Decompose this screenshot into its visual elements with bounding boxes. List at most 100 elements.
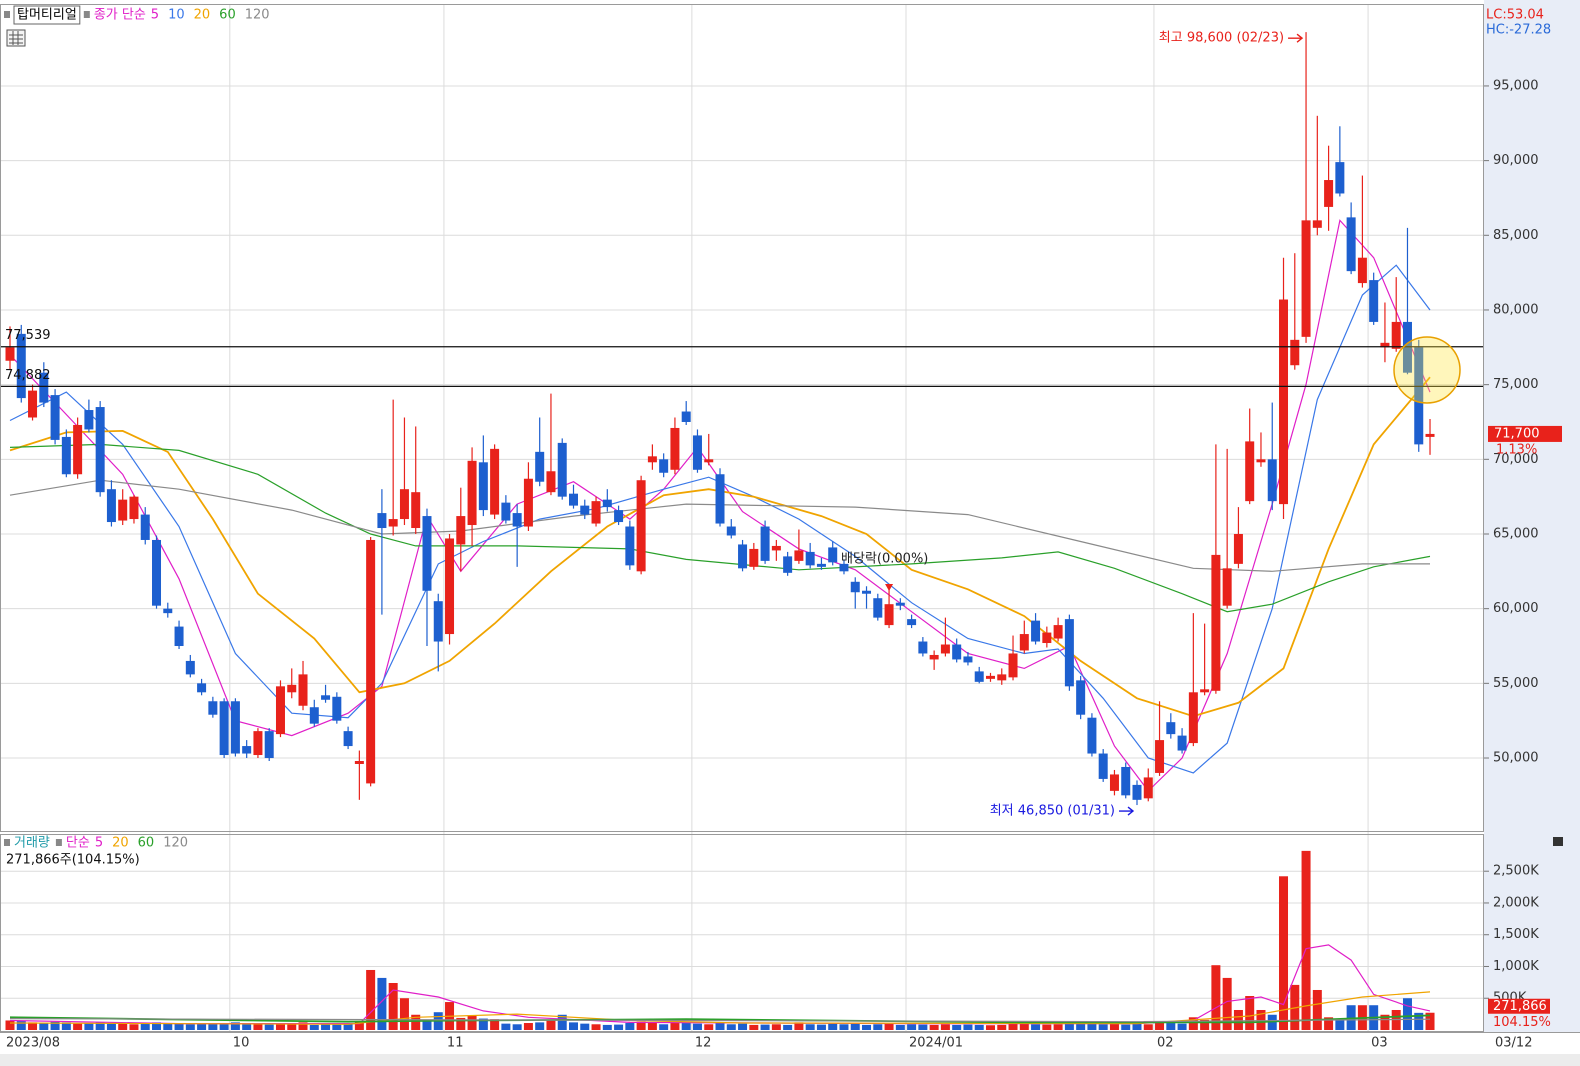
- y-tick-label: 65,000: [1493, 526, 1539, 541]
- candle-body: [1391, 321, 1401, 349]
- volume-bar: [918, 1024, 928, 1030]
- candle-body: [1143, 777, 1153, 799]
- candle-body: [388, 519, 398, 527]
- volume-bar: [907, 1024, 917, 1030]
- y-tick-label: 55,000: [1493, 676, 1539, 691]
- indicator-label: LC:53.04: [1486, 8, 1544, 23]
- volume-bar: [5, 1020, 15, 1030]
- volume-bar: [1301, 850, 1311, 1030]
- panel-close-icon[interactable]: [1553, 837, 1563, 846]
- volume-bar: [399, 998, 409, 1030]
- candle-body: [647, 456, 657, 463]
- volume-bar: [1335, 1018, 1345, 1030]
- title-box[interactable]: [13, 5, 81, 25]
- volume-bar: [783, 1024, 793, 1030]
- volume-bar: [1031, 1024, 1041, 1030]
- volume-bar: [535, 1022, 545, 1030]
- volume-bar: [940, 1024, 950, 1030]
- candle-body: [580, 505, 590, 515]
- legend-title: 탑머티리얼: [17, 8, 77, 23]
- candle-body: [952, 644, 962, 660]
- price-tag: [1488, 425, 1562, 442]
- candle-body: [1312, 220, 1322, 228]
- volume-bar: [478, 1018, 488, 1030]
- candle-body: [129, 496, 139, 520]
- x-tick-label: 10: [233, 1036, 250, 1051]
- candle-body: [1256, 459, 1266, 463]
- legend-entry[interactable]: 5: [151, 8, 159, 23]
- x-tick-label: 2023/08: [6, 1036, 60, 1051]
- candle-body: [591, 501, 601, 524]
- candle-body: [50, 395, 60, 440]
- volume-bar: [1380, 1014, 1390, 1030]
- legend-entry[interactable]: 120: [163, 836, 188, 851]
- volume-bar: [1098, 1024, 1108, 1030]
- volume-bar: [1324, 1017, 1334, 1030]
- candle-body: [985, 675, 995, 679]
- candle-body: [61, 436, 71, 475]
- candle-body: [557, 442, 567, 497]
- candle-body: [816, 563, 826, 567]
- volume-bar: [490, 1019, 500, 1030]
- candle-body: [1233, 533, 1243, 564]
- candle-body: [535, 451, 545, 482]
- volume-bar: [997, 1024, 1007, 1030]
- volume-bar: [726, 1024, 736, 1030]
- volume-bar: [50, 1021, 60, 1030]
- volume-bar: [309, 1024, 319, 1030]
- candle-body: [1064, 619, 1074, 687]
- candle-body: [411, 492, 421, 529]
- legend-entry[interactable]: 5: [95, 836, 103, 851]
- annotation-arrow: [1288, 33, 1304, 43]
- y-tick-label: 50,000: [1493, 751, 1539, 766]
- candle-body: [1380, 342, 1390, 348]
- volume-bar: [1166, 1023, 1176, 1030]
- candle-body: [366, 539, 376, 784]
- candle-body: [501, 502, 511, 521]
- volume-bar: [208, 1023, 218, 1030]
- volume-bar: [1233, 1009, 1243, 1030]
- volume-bar: [501, 1023, 511, 1030]
- x-tick-label: 03: [1371, 1036, 1388, 1051]
- y-tick-label: 85,000: [1493, 228, 1539, 243]
- candle-body: [354, 761, 364, 764]
- candle-body: [1200, 689, 1210, 693]
- annotation-arrow: [1119, 806, 1135, 816]
- bottom-strip: [0, 1054, 1580, 1066]
- volume-bar: [1256, 1009, 1266, 1030]
- legend-entry[interactable]: 20: [112, 836, 129, 851]
- marks: 50,000 55,000 60,000 65,000 70,000 75,000 80,0…: [1, 5, 1562, 1051]
- y-tick-label: 1,500K: [1493, 927, 1539, 942]
- candle-body: [298, 674, 308, 706]
- price-tag-label: 71,700: [1494, 426, 1540, 441]
- volume-bar: [152, 1022, 162, 1030]
- legend-entry[interactable]: 120: [245, 8, 270, 23]
- volume-bar: [636, 1021, 646, 1030]
- volume-bar: [760, 1024, 770, 1030]
- candle-body: [1290, 339, 1300, 366]
- volume-bar: [974, 1024, 984, 1030]
- volume-bar: [1177, 1023, 1187, 1030]
- candle-body: [1357, 257, 1367, 284]
- candle-body: [523, 478, 533, 527]
- volume-bar: [28, 1022, 38, 1030]
- candle-body: [828, 547, 838, 563]
- legend-entry[interactable]: 10: [168, 8, 185, 23]
- volume-bar: [1222, 977, 1232, 1030]
- calendar-icon[interactable]: [6, 29, 26, 47]
- y-tick-label: 2,000K: [1493, 895, 1539, 910]
- candle-body: [839, 563, 849, 572]
- volume-bar: [388, 982, 398, 1030]
- candle-body: [749, 548, 759, 567]
- legend-entry[interactable]: 60: [219, 8, 236, 23]
- legend-entry[interactable]: 20: [194, 8, 211, 23]
- moving-average-line: [9, 443, 1431, 613]
- legend-entry[interactable]: 60: [138, 836, 155, 851]
- y-tick-label: 75,000: [1493, 377, 1539, 392]
- volume-bar: [1425, 1012, 1435, 1030]
- volume-tag: [1488, 998, 1550, 1014]
- candle-body: [1267, 459, 1277, 502]
- moving-average-line: [9, 1018, 1431, 1023]
- candle-body: [1019, 634, 1029, 651]
